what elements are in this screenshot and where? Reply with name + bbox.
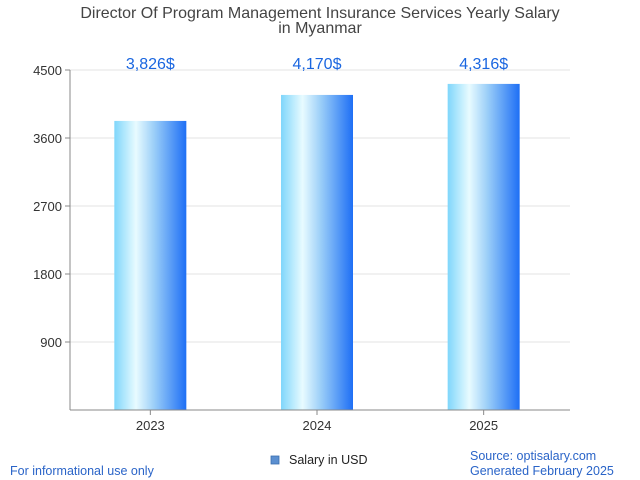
- x-axis-ticks: 2023 2024 2025: [136, 410, 498, 433]
- value-label-2023: 3,826$: [126, 56, 175, 73]
- y-tick-label: 1800: [33, 267, 62, 282]
- value-labels: 3,826$ 4,170$ 4,316$: [126, 56, 508, 73]
- informational-note: For informational use only: [10, 464, 155, 478]
- legend: Salary in USD: [270, 453, 368, 467]
- bar-2025: [447, 83, 520, 410]
- y-tick-label: 3600: [33, 131, 62, 146]
- y-axis-ticks: 900 1800 2700 3600 4500: [33, 63, 70, 350]
- value-label-2024: 4,170$: [293, 56, 342, 73]
- x-tick-label-2025: 2025: [469, 418, 498, 433]
- legend-label: Salary in USD: [289, 453, 368, 467]
- generated-note: Generated February 2025: [470, 464, 614, 478]
- bar-2023: [114, 120, 187, 411]
- legend-swatch: [270, 455, 280, 465]
- x-tick-label-2023: 2023: [136, 418, 165, 433]
- y-tick-label: 900: [40, 335, 62, 350]
- chart-title-line-2: in Myanmar: [278, 20, 362, 37]
- bar-2024: [281, 94, 353, 410]
- y-tick-label: 2700: [33, 199, 62, 214]
- chart-title-line-1: Director Of Program Management Insurance…: [80, 5, 559, 22]
- value-label-2025: 4,316$: [459, 56, 508, 73]
- x-tick-label-2024: 2024: [303, 418, 332, 433]
- bars: [114, 83, 520, 411]
- y-tick-label: 4500: [33, 63, 62, 78]
- source-note: Source: optisalary.com: [470, 449, 596, 463]
